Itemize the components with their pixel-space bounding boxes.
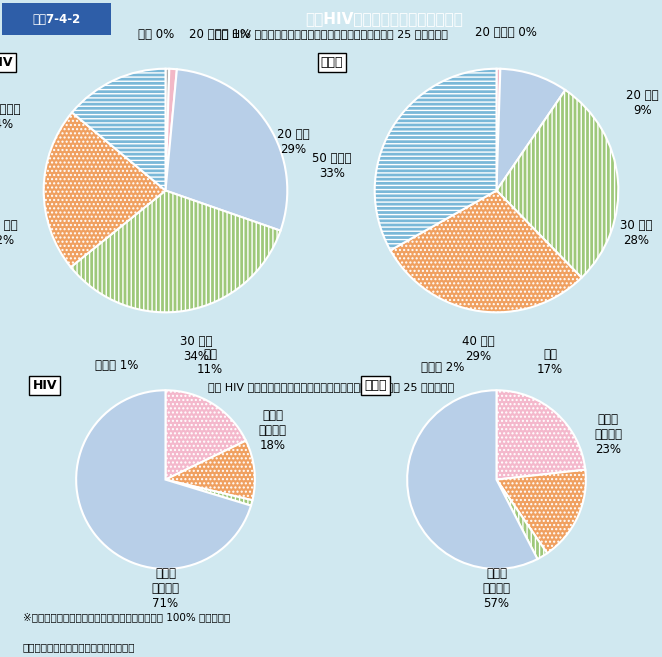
Wedge shape [496,470,586,553]
Text: 30 歳代
28%: 30 歳代 28% [620,219,653,247]
Wedge shape [166,69,287,231]
Text: 50 歳以上
33%: 50 歳以上 33% [312,152,352,180]
Wedge shape [391,191,582,312]
Text: 20 歳未満 0%: 20 歳未満 0% [475,26,537,39]
Text: 20 歳代
9%: 20 歳代 9% [626,89,659,117]
Text: 20 歳未満 1%: 20 歳未満 1% [189,28,252,41]
Wedge shape [44,112,166,267]
Text: 30 歳代
34%: 30 歳代 34% [179,335,213,363]
Wedge shape [76,390,251,569]
Wedge shape [496,90,618,278]
Wedge shape [166,480,252,506]
Text: 異性間
性的接触
18%: 異性間 性的接触 18% [259,409,287,452]
Text: 40 歳代
22%: 40 歳代 22% [0,219,17,247]
Text: 同性間
性的接触
57%: 同性間 性的接触 57% [483,567,510,610]
Text: エイズ: エイズ [365,379,387,392]
Text: HIV: HIV [0,56,13,69]
Text: 不明
11%: 不明 11% [197,348,223,376]
Text: 不明 0%: 不明 0% [138,28,174,41]
Text: 20 歳代
29%: 20 歳代 29% [277,128,310,156]
Wedge shape [407,390,538,569]
Text: その他 2%: その他 2% [421,361,465,374]
Wedge shape [166,69,169,191]
Text: エイズ: エイズ [321,56,344,69]
Text: HIV: HIV [32,379,57,392]
Text: 異性間
性的接触
23%: 異性間 性的接触 23% [594,413,622,457]
Wedge shape [166,69,177,191]
FancyBboxPatch shape [2,3,111,35]
Wedge shape [166,390,246,480]
Wedge shape [375,69,496,250]
Text: その他 1%: その他 1% [95,359,138,372]
Text: 40 歳代
29%: 40 歳代 29% [462,335,495,363]
Text: 不明
17%: 不明 17% [537,348,563,376]
Text: 新規HIV感染者・エイズ患者の状況: 新規HIV感染者・エイズ患者の状況 [305,12,463,26]
Wedge shape [496,390,585,480]
Text: 50 歳以上
14%: 50 歳以上 14% [0,103,21,131]
Wedge shape [72,69,166,191]
Text: 新規 HIV 感染者・エイズ患者報告数　年代別内訳《平成 25 年速報値》: 新規 HIV 感染者・エイズ患者報告数 年代別内訳《平成 25 年速報値》 [214,29,448,39]
Wedge shape [496,69,500,191]
Text: 同性間
性的接触
71%: 同性間 性的接触 71% [152,567,179,610]
Text: 資料：厚生労働省エイズ動向委員会報告: 資料：厚生労働省エイズ動向委員会報告 [23,643,135,652]
Wedge shape [496,69,565,191]
Wedge shape [71,191,281,312]
Text: ※小数点第１位を四捨五入しているため、合計は 100% とならない: ※小数点第１位を四捨五入しているため、合計は 100% とならない [23,612,230,623]
Wedge shape [166,441,255,500]
Wedge shape [496,480,547,559]
Text: 新規 HIV 感染者・エイズ患者報告数　感染経路別内訳《平成 25 年速報値》: 新規 HIV 感染者・エイズ患者報告数 感染経路別内訳《平成 25 年速報値》 [208,382,454,392]
Text: 図表7-4-2: 図表7-4-2 [32,12,80,26]
